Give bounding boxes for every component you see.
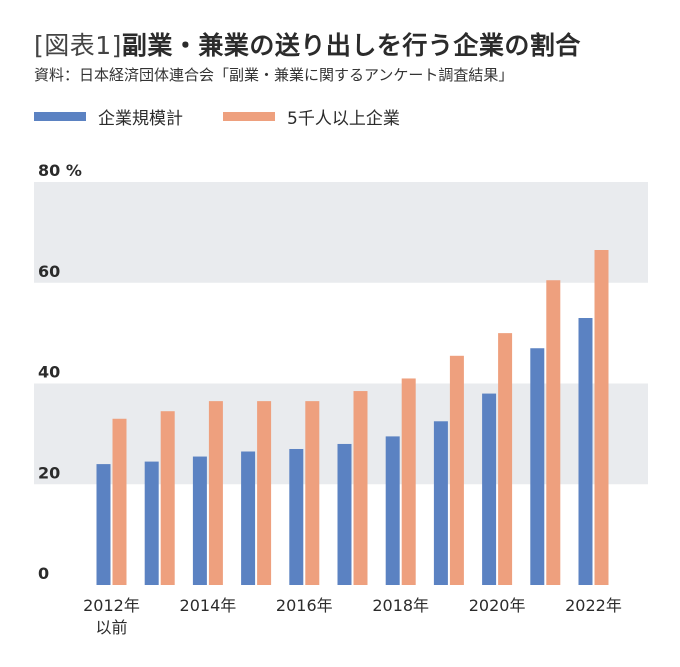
bar-large-9 (546, 280, 561, 585)
bar-all-8 (482, 393, 497, 585)
x-tick-6-0: 2018年 (372, 596, 429, 615)
bar-all-9 (530, 348, 545, 585)
x-tick-2-0: 2014年 (180, 596, 237, 615)
bar-large-0 (112, 418, 127, 585)
bar-all-5 (337, 443, 352, 585)
bar-large-1 (160, 411, 175, 585)
bar-large-4 (305, 401, 320, 585)
legend-item-large: 5千人以上企業 (223, 104, 400, 129)
bar-all-1 (144, 461, 159, 585)
legend-swatch-all (34, 111, 86, 121)
legend-label-all: 企業規模計 (98, 108, 183, 129)
bar-large-3 (257, 401, 272, 585)
bar-all-2 (192, 456, 207, 585)
legend-item-all: 企業規模計 (34, 104, 183, 129)
bar-large-5 (353, 391, 368, 585)
y-tick-60: 60 (38, 262, 60, 281)
bar-large-10 (594, 250, 609, 585)
x-tick-0-1: 以前 (95, 618, 127, 637)
y-tick-80: 80 % (38, 161, 82, 180)
bar-large-7 (449, 355, 464, 585)
x-tick-4-0: 2016年 (276, 596, 333, 615)
figure-label: [図表1] (34, 31, 122, 60)
legend: 企業規模計 5千人以上企業 (34, 104, 440, 129)
y-tick-40: 40 (38, 363, 60, 382)
x-tick-10-0: 2022年 (565, 596, 622, 615)
source-note: 資料：日本経済団体連合会「副業・兼業に関するアンケート調査結果」 (34, 66, 514, 84)
bar-large-6 (401, 378, 416, 585)
bar-all-0 (96, 464, 111, 585)
y-tick-20: 20 (38, 463, 60, 482)
band-1 (34, 182, 648, 283)
bar-all-6 (385, 436, 400, 585)
bar-all-4 (289, 448, 304, 585)
title-text: 副業・兼業の送り出しを行う企業の割合 (121, 31, 581, 60)
y-axis-ticks: 0 20 40 60 80 % (38, 161, 82, 583)
bar-large-8 (498, 333, 513, 585)
y-tick-0: 0 (38, 564, 49, 583)
bar-large-2 (208, 401, 223, 585)
legend-swatch-large (223, 111, 275, 121)
legend-label-large: 5千人以上企業 (287, 108, 400, 129)
x-tick-8-0: 2020年 (469, 596, 526, 615)
x-tick-0-0: 2012年 (83, 596, 140, 615)
bars (96, 250, 609, 585)
bar-all-7 (433, 421, 448, 585)
chart-title: [図表1]副業・兼業の送り出しを行う企業の割合 (34, 26, 581, 62)
bar-all-10 (578, 318, 593, 585)
bar-all-3 (241, 451, 256, 585)
